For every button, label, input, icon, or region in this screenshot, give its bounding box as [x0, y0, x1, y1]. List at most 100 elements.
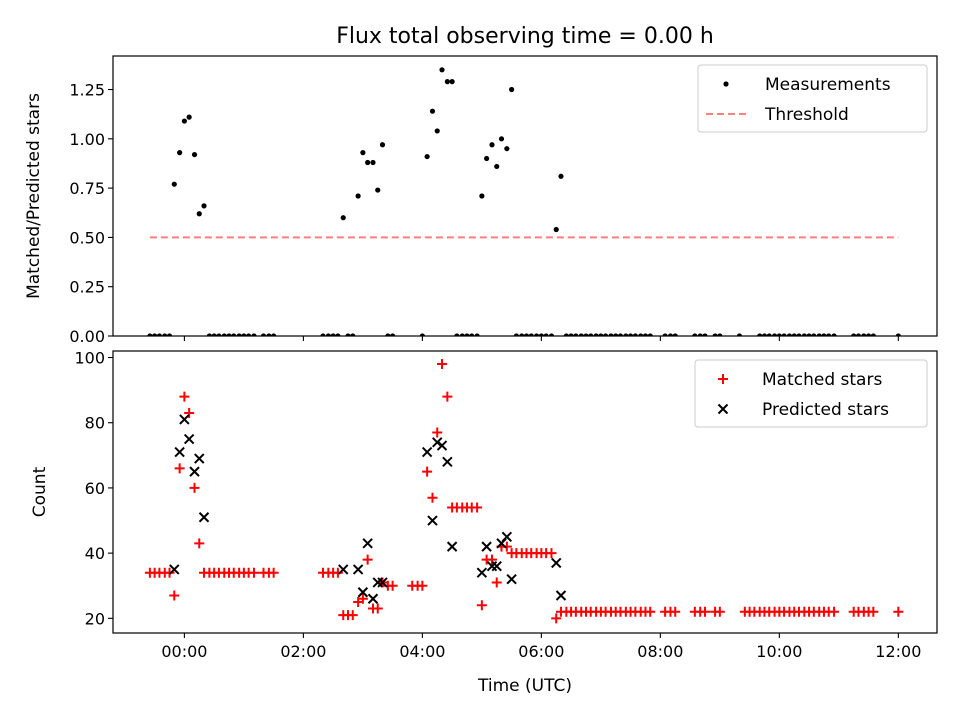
predicted-stars-point	[427, 515, 438, 526]
matched-stars-point	[670, 606, 681, 617]
measurements-point	[177, 150, 183, 156]
matched-stars-point	[551, 613, 562, 624]
measurements-point	[181, 118, 187, 124]
x-tick-label: 08:00	[637, 642, 683, 661]
measurements-point	[771, 333, 778, 336]
bottom-y-tick-label: 100	[74, 349, 105, 368]
predicted-stars-point	[555, 590, 567, 601]
matched-stars-point	[442, 391, 453, 402]
matched-stars-point	[347, 610, 358, 621]
measurements-point	[628, 333, 634, 336]
matched-stars-point	[387, 580, 398, 591]
measurements-point	[196, 211, 202, 217]
measurements-point	[385, 333, 391, 336]
predicted-stars-point	[506, 574, 517, 585]
bottom-plot-frame	[112, 350, 938, 634]
x-axis-label: Time (UTC)	[477, 676, 572, 696]
legend-swatch-measurements	[723, 81, 729, 87]
predicted-stars-point	[179, 414, 190, 425]
measurements-point	[538, 333, 544, 336]
measurements-point	[638, 333, 644, 336]
measurements-point	[766, 333, 772, 336]
measurements-point	[241, 333, 247, 336]
measurements-point	[578, 333, 584, 336]
predicted-stars-point	[432, 437, 443, 448]
measurements-point	[147, 333, 153, 336]
measurements-point	[360, 150, 366, 156]
measurements-point	[335, 333, 341, 336]
measurements-point	[865, 333, 872, 336]
legend-box	[697, 64, 928, 133]
measurements-point	[534, 333, 540, 336]
chart-title: Flux total observing time = 0.00 h	[336, 24, 714, 49]
matched-stars-point	[829, 606, 840, 617]
top-y-tick-label: 0.00	[69, 327, 105, 346]
matched-stars-point	[372, 603, 383, 614]
predicted-stars-point	[491, 560, 502, 572]
top-plot: 0.00 0.25 0.50 0.75 1.00 1.25 Measurements Thre…	[69, 55, 938, 346]
top-y-axis-label: Matched/Predicted stars	[24, 93, 44, 299]
measurements-point	[796, 333, 802, 336]
measurements-point	[236, 333, 242, 336]
measurements-point	[528, 333, 534, 336]
measurements-point	[613, 333, 619, 336]
measurements-point	[642, 333, 649, 336]
measurements-point	[702, 333, 708, 336]
measurements-point	[206, 333, 212, 336]
measurements-point	[419, 333, 425, 336]
matched-stars-point	[174, 463, 185, 474]
measurements-point	[617, 333, 624, 336]
measurements-point	[370, 159, 376, 166]
predicted-stars-point	[446, 541, 458, 552]
measurements-point	[736, 333, 743, 336]
top-y-tick-label: 0.75	[69, 179, 105, 198]
matched-stars-point	[472, 502, 483, 513]
measurements-point	[895, 333, 901, 336]
measurements-point	[191, 151, 198, 158]
predicted-stars-point	[501, 531, 513, 543]
matched-stars-point	[169, 590, 180, 601]
measurements-point	[166, 333, 173, 336]
measurements-point	[647, 333, 653, 336]
measurements-point	[816, 333, 822, 336]
legend-box	[694, 359, 928, 428]
predicted-stars-point	[183, 433, 195, 445]
matched-stars-point	[268, 567, 279, 578]
measurements-point	[870, 333, 876, 336]
legend-label-threshold: Threshold	[764, 105, 849, 125]
measurements-point	[801, 333, 807, 336]
predicted-stars-point	[362, 538, 373, 549]
measurements-point	[325, 333, 331, 336]
measurements-point	[509, 86, 515, 93]
measurements-point	[717, 333, 723, 336]
predicted-stars-point	[174, 446, 185, 458]
matched-stars-point	[893, 606, 904, 617]
matched-stars-point	[699, 606, 710, 617]
predicted-stars-point	[367, 593, 379, 604]
predicted-stars-point	[189, 466, 200, 477]
matched-stars-point	[422, 466, 433, 477]
matched-stars-point	[362, 554, 373, 565]
predicted-stars-point	[338, 564, 349, 575]
measurements-point	[543, 333, 549, 336]
measurements-point	[271, 333, 277, 336]
measurements-point	[598, 333, 604, 336]
measurements-point	[623, 333, 629, 336]
x-tick-label: 00:00	[161, 642, 207, 661]
measurements-point	[474, 333, 480, 336]
measurements-point	[379, 142, 386, 148]
matched-stars-point	[437, 359, 448, 370]
matched-stars-point	[427, 492, 438, 503]
bottom-data-layer	[144, 359, 904, 624]
measurements-point	[573, 333, 579, 336]
x-tick-label: 04:00	[399, 642, 445, 661]
measurements-point	[692, 333, 698, 336]
legend-swatch-predicted-stars	[717, 403, 729, 415]
matched-stars-point	[432, 427, 443, 438]
measurements-point	[776, 333, 782, 336]
measurements-point	[781, 333, 787, 336]
measurements-point	[211, 333, 217, 336]
x-tick-label: 12:00	[875, 642, 921, 661]
bottom-legend: Matched stars Predicted stars	[694, 359, 928, 428]
